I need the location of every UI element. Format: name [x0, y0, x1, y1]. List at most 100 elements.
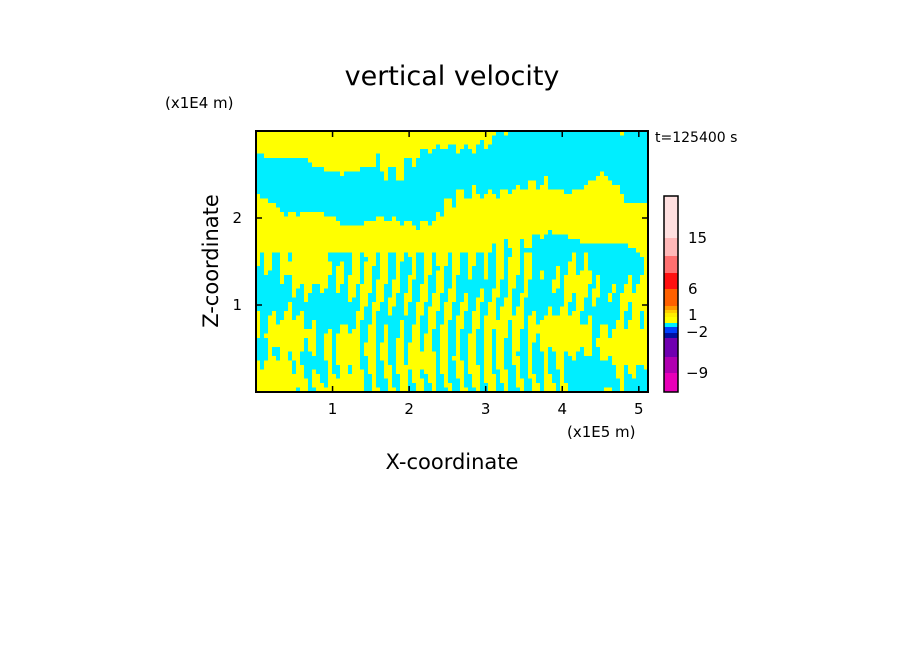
- field-cell: [536, 342, 541, 348]
- field-cell: [312, 225, 317, 231]
- field-cell: [432, 162, 437, 168]
- field-cell: [596, 315, 601, 321]
- field-cell: [416, 230, 421, 235]
- field-cell: [364, 158, 369, 163]
- field-cell: [452, 194, 457, 199]
- field-cell: [380, 135, 385, 141]
- field-cell: [616, 135, 621, 141]
- field-cell: [472, 153, 477, 159]
- field-cell: [608, 311, 613, 316]
- field-cell: [292, 320, 297, 325]
- field-cell: [352, 239, 357, 244]
- field-cell: [576, 225, 581, 231]
- field-cell: [632, 288, 637, 294]
- field-cell: [320, 347, 325, 352]
- field-cell: [604, 207, 609, 213]
- field-cell: [500, 329, 505, 334]
- field-cell: [300, 311, 305, 316]
- field-cell: [440, 162, 445, 168]
- field-cell: [276, 225, 281, 231]
- field-cell: [464, 275, 469, 280]
- field-cell: [640, 324, 645, 330]
- field-cell: [644, 207, 649, 213]
- field-cell: [356, 302, 361, 307]
- field-cell: [364, 338, 369, 343]
- field-cell: [584, 356, 589, 361]
- field-cell: [336, 351, 341, 357]
- field-cell: [632, 153, 637, 159]
- field-cell: [488, 153, 493, 159]
- field-cell: [592, 270, 597, 276]
- field-cell: [424, 279, 429, 285]
- field-cell: [380, 284, 385, 289]
- field-cell: [560, 324, 565, 330]
- field-cell: [372, 176, 377, 181]
- field-cell: [604, 279, 609, 285]
- field-cell: [304, 324, 309, 330]
- field-cell: [572, 149, 577, 154]
- field-cell: [508, 279, 513, 285]
- field-cell: [268, 149, 273, 154]
- field-cell: [516, 171, 521, 177]
- field-cell: [408, 149, 413, 154]
- field-cell: [532, 293, 537, 298]
- field-cell: [400, 189, 405, 195]
- field-cell: [636, 149, 641, 154]
- field-cell: [580, 311, 585, 316]
- field-cell: [296, 234, 301, 240]
- field-cell: [272, 189, 277, 195]
- field-cell: [628, 356, 633, 361]
- field-cell: [600, 252, 605, 258]
- field-cell: [516, 216, 521, 222]
- field-cell: [536, 293, 541, 298]
- field-cell: [360, 279, 365, 285]
- field-cell: [628, 230, 633, 235]
- field-cell: [312, 230, 317, 235]
- field-cell: [384, 315, 389, 321]
- field-cell: [332, 347, 337, 352]
- field-cell: [608, 158, 613, 163]
- field-cell: [632, 180, 637, 186]
- field-cell: [516, 342, 521, 348]
- field-cell: [416, 216, 421, 222]
- field-cell: [612, 216, 617, 222]
- field-cell: [404, 351, 409, 357]
- field-cell: [632, 356, 637, 361]
- field-cell: [632, 149, 637, 154]
- field-cell: [600, 185, 605, 190]
- field-cell: [452, 144, 457, 150]
- field-cell: [368, 333, 373, 339]
- field-cell: [260, 234, 265, 240]
- field-cell: [424, 324, 429, 330]
- field-cell: [488, 302, 493, 307]
- field-cell: [372, 329, 377, 334]
- field-cell: [276, 342, 281, 348]
- field-cell: [472, 342, 477, 348]
- field-cell: [572, 306, 577, 312]
- field-cell: [524, 270, 529, 276]
- field-cell: [344, 221, 349, 226]
- field-cell: [388, 194, 393, 199]
- field-cell: [520, 144, 525, 150]
- field-cell: [536, 243, 541, 249]
- field-cell: [572, 356, 577, 361]
- field-cell: [572, 144, 577, 150]
- field-cell: [336, 243, 341, 249]
- field-cell: [464, 297, 469, 303]
- field-cell: [388, 221, 393, 226]
- field-cell: [332, 261, 337, 267]
- field-cell: [432, 198, 437, 204]
- field-cell: [264, 230, 269, 235]
- field-cell: [516, 320, 521, 325]
- field-cell: [512, 302, 517, 307]
- field-cell: [580, 135, 585, 141]
- field-cell: [336, 284, 341, 289]
- field-cell: [280, 234, 285, 240]
- field-cell: [468, 162, 473, 168]
- field-cell: [580, 266, 585, 271]
- field-cell: [576, 167, 581, 172]
- field-cell: [344, 315, 349, 321]
- field-cell: [268, 216, 273, 222]
- field-cell: [268, 140, 273, 145]
- field-cell: [460, 342, 465, 348]
